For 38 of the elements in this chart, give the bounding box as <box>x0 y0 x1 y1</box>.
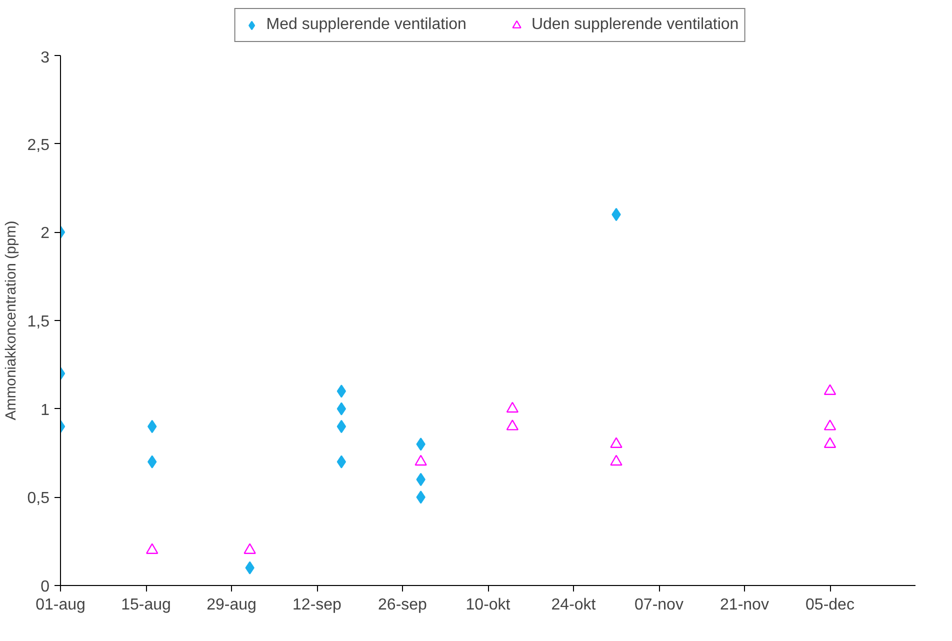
point <box>610 454 622 466</box>
legend-label: Med supplerende ventilation <box>266 16 466 34</box>
point <box>506 402 519 413</box>
point <box>336 455 346 468</box>
y-tick-label: 0,5 <box>27 490 50 508</box>
legend-label: Uden supplerende ventilation <box>531 16 739 34</box>
point <box>146 543 158 554</box>
x-tick-label: 01-aug <box>36 596 86 614</box>
y-tick-label: 3 <box>40 50 50 66</box>
point <box>824 420 836 430</box>
x-tick-label: 15-aug <box>121 596 171 614</box>
y-tick-label: 1,5 <box>27 314 50 330</box>
point <box>244 543 256 554</box>
point <box>610 437 622 448</box>
point <box>416 438 426 451</box>
point <box>824 384 836 395</box>
point <box>336 420 346 434</box>
x-tick-label: 05-dec <box>806 596 854 614</box>
x-tick-label: 12-sep <box>292 596 342 614</box>
y-tick-label: 2 <box>40 225 50 242</box>
point <box>336 384 346 398</box>
y-tick-label: 2,5 <box>27 136 50 154</box>
x-tick-label: 24-okt <box>551 596 596 614</box>
x-tick-label: 21-nov <box>720 596 769 614</box>
y-axis-title: Ammoniakkoncentration (ppm) <box>3 220 20 420</box>
x-tick-label: 07-nov <box>634 596 684 614</box>
point <box>506 420 519 430</box>
point <box>414 454 427 466</box>
point <box>336 402 346 416</box>
y-tick-label: 0 <box>40 578 50 596</box>
y-tick-label: 1 <box>40 402 50 419</box>
point <box>148 455 157 468</box>
x-tick-label: 26-sep <box>378 596 428 614</box>
x-tick-label: 29-aug <box>206 596 256 614</box>
point <box>416 490 426 504</box>
point <box>824 437 836 448</box>
x-tick-label: 10-okt <box>466 596 511 614</box>
point <box>245 561 254 574</box>
